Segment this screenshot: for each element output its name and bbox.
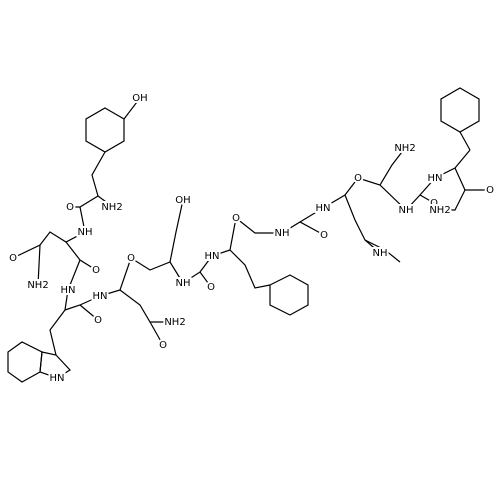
bond — [149, 321, 164, 346]
atom-label: NH — [176, 278, 191, 289]
bond — [440, 189, 466, 211]
indole-5-ring — [39, 351, 71, 379]
bond — [357, 177, 435, 211]
atom-label: NH2 — [101, 202, 122, 213]
bond — [344, 194, 381, 254]
atom-label: NH2 — [429, 205, 450, 216]
atom-label: O — [9, 253, 17, 264]
phe-ring-2 — [440, 87, 480, 133]
bond — [37, 244, 41, 286]
atom-label: NH2 — [164, 317, 185, 328]
phe-ring — [269, 274, 309, 316]
bond — [364, 239, 401, 263]
atom-label: O — [320, 230, 328, 241]
bond — [299, 177, 359, 223]
atom-label: HN — [316, 203, 331, 214]
tyr-ring — [85, 107, 125, 153]
atom-label: O — [430, 198, 438, 209]
atom-label: NH — [275, 228, 290, 239]
atom-label: O — [207, 282, 215, 293]
atom-label: O — [66, 202, 74, 213]
bond — [169, 199, 184, 263]
atom-label: HN — [428, 173, 443, 184]
bond — [454, 167, 490, 191]
bond — [130, 257, 184, 284]
atom-label: HN — [50, 373, 65, 384]
bond — [235, 217, 325, 236]
atom-label: OH — [132, 93, 147, 104]
atom-label: OH — [175, 195, 190, 206]
atom-label: O — [354, 173, 362, 184]
atom-label: HN — [93, 291, 108, 302]
atom-label: NH — [78, 227, 93, 238]
indole-6-ring — [7, 341, 43, 383]
bond — [459, 131, 471, 151]
atom-label: NH — [373, 248, 388, 259]
bonds — [7, 87, 490, 383]
bond — [379, 147, 406, 186]
atom-label: HN — [205, 251, 220, 262]
atom-label: NH2 — [27, 280, 48, 291]
atom-label: O — [486, 185, 494, 196]
bond — [91, 151, 114, 208]
bond — [419, 149, 471, 196]
atom-label: HN — [61, 285, 76, 296]
atom-label: O — [127, 253, 135, 264]
atom-label: O — [159, 340, 167, 351]
atom-label: NH2 — [394, 143, 415, 154]
bond — [119, 289, 175, 323]
bond — [12, 206, 86, 259]
bond — [79, 304, 99, 321]
bond — [70, 195, 99, 208]
bond — [123, 97, 141, 120]
bond — [229, 249, 271, 289]
bond — [49, 259, 81, 356]
atom-label: O — [92, 265, 100, 276]
bond — [199, 217, 237, 273]
atom-label: O — [232, 213, 240, 224]
atom-label: NH — [399, 205, 414, 216]
atom-label: O — [94, 315, 102, 326]
